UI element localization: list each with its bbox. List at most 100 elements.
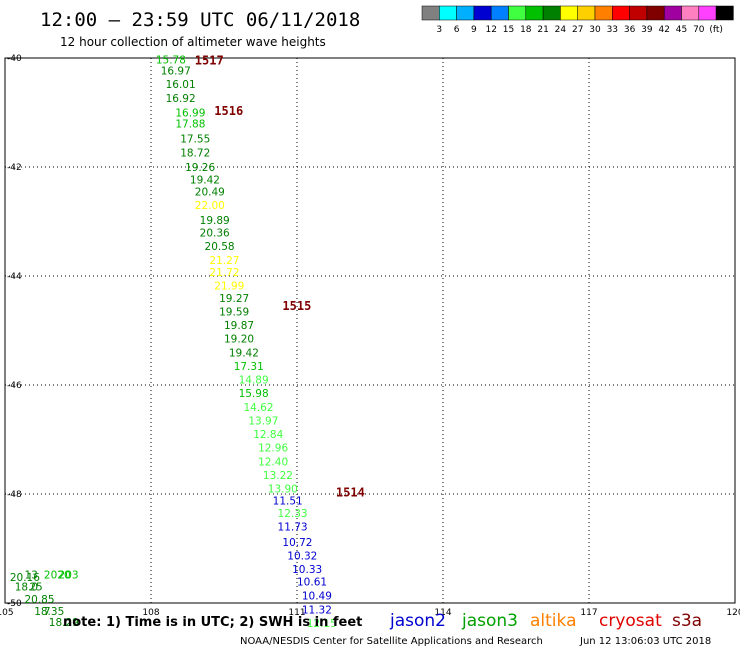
swh-value: 15.78 <box>156 55 186 67</box>
swh-value: 13.97 <box>248 415 278 427</box>
satellite-jason2: jason2 <box>389 611 446 631</box>
swh-value: 17.31 <box>234 361 264 373</box>
swh-value: 10.72 <box>282 537 312 549</box>
swh-value: 19.42 <box>229 347 259 359</box>
swh-value: 10.33 <box>292 564 322 576</box>
swh-value: 16.97 <box>161 66 191 78</box>
satellite-legend: jason2 jason3 altika cryosat s3a <box>389 611 702 631</box>
plot-frame <box>4 57 736 604</box>
swh-value: 19.27 <box>219 293 249 305</box>
scale-label: 42 <box>658 25 669 35</box>
axis-tick-labels: 105 108 111 114 117 120 -40 -42 -44 -46 -48 -50 <box>0 54 740 618</box>
time-label: 1517 <box>195 54 224 68</box>
scale-label: 18 <box>520 25 532 35</box>
satellite-altika: altika <box>530 611 577 631</box>
scale-swatch <box>646 5 665 21</box>
scale-swatch <box>508 5 527 21</box>
swh-value: 19.89 <box>200 215 230 227</box>
scale-label: 27 <box>572 25 583 35</box>
scale-swatch <box>473 5 492 21</box>
swh-value: 17.55 <box>180 134 210 146</box>
swh-value: 22.00 <box>195 200 225 212</box>
time-label: 1516 <box>214 104 243 118</box>
swh-value: 20.36 <box>200 227 230 239</box>
scale-label: 6 <box>454 25 460 35</box>
x-tick-label: 111 <box>288 608 305 618</box>
y-tick-label: -48 <box>7 490 22 500</box>
y-tick-label: -42 <box>7 163 22 173</box>
swh-value: 18.0 <box>15 582 38 594</box>
scale-swatch <box>612 5 630 21</box>
swh-value: 20.85 <box>24 594 54 606</box>
scale-label: 15 <box>503 25 514 35</box>
scale-label: 45 <box>676 25 687 35</box>
scale-label: 39 <box>641 25 653 35</box>
scale-label: 24 <box>555 25 567 35</box>
grid <box>4 57 736 604</box>
swh-value: 12.15 <box>307 618 337 630</box>
swh-value: 19.42 <box>190 175 220 187</box>
y-tick-label: -50 <box>7 599 22 609</box>
x-tick-label: 105 <box>0 608 14 618</box>
time-labels: 1517 1516 1515 1514 <box>195 54 365 500</box>
swh-value: 17.88 <box>175 118 205 130</box>
scale-label: 70 <box>693 25 705 35</box>
swh-value: 21.72 <box>209 267 239 279</box>
swh-value: 10.49 <box>302 590 332 602</box>
satellite-s3a: s3a <box>672 611 702 631</box>
swh-value: 25 <box>29 582 42 594</box>
scale-swatch <box>577 5 596 21</box>
y-tick-label: -44 <box>7 272 22 282</box>
swh-value: 19.87 <box>224 320 254 332</box>
swh-value: 10.61 <box>297 577 327 589</box>
scale-label: 30 <box>589 25 601 35</box>
scale-swatch <box>525 5 544 21</box>
scale-swatch <box>439 5 457 21</box>
scale-swatch <box>456 5 475 21</box>
swh-value: 20.49 <box>195 187 225 199</box>
y-tick-label: -46 <box>7 381 22 391</box>
swh-value: 2020 <box>44 570 71 582</box>
scale-swatch <box>681 5 700 21</box>
scale-label: (ft) <box>709 25 723 35</box>
scale-swatch <box>663 5 682 21</box>
swh-value: 11.32 <box>302 605 332 617</box>
time-label: 1514 <box>336 485 365 499</box>
scale-swatch <box>560 5 578 21</box>
y-tick-label: -40 <box>7 54 22 64</box>
swh-value: 21.99 <box>214 280 244 292</box>
swh-value: 11.73 <box>278 522 308 534</box>
color-scale-legend: 3 6 9 12 15 18 21 24 27 30 33 36 39 42 45 70 (ft) <box>421 5 734 35</box>
x-tick-label: 108 <box>142 608 159 618</box>
swh-value: 13 <box>24 570 37 582</box>
chart-subtitle: 12 hour collection of altimeter wave hei… <box>60 35 326 49</box>
swh-value: 16.01 <box>166 79 196 91</box>
time-label: 1515 <box>282 299 311 313</box>
x-tick-label: 114 <box>434 608 451 618</box>
scale-label: 33 <box>607 25 618 35</box>
swh-value: 7 <box>44 606 51 618</box>
footer-note: note: 1) Time is in UTC; 2) SWH is in fe… <box>63 615 362 630</box>
scale-label: 12 <box>485 25 496 35</box>
satellite-jason3: jason3 <box>461 611 518 631</box>
swh-value: 16.92 <box>166 93 196 105</box>
scale-label: 3 <box>436 25 442 35</box>
x-tick-label: 120 <box>726 608 740 618</box>
scale-swatch <box>629 5 648 21</box>
scale-label: 9 <box>471 25 477 35</box>
swh-value: 16.99 <box>175 108 205 120</box>
swh-value: 13.22 <box>263 470 293 482</box>
swh-value: 12.84 <box>253 429 283 441</box>
swh-value: 12.40 <box>258 456 288 468</box>
scale-swatch <box>715 5 734 21</box>
swh-value: 18.35 <box>34 606 64 618</box>
scale-label: 36 <box>624 25 636 35</box>
scale-swatch <box>698 5 717 21</box>
scale-label: 21 <box>537 25 548 35</box>
swh-value: 18.72 <box>180 147 210 159</box>
swh-value: 19.59 <box>219 306 249 318</box>
scale-swatch <box>421 5 440 21</box>
swh-value: 18.29 <box>49 617 79 629</box>
